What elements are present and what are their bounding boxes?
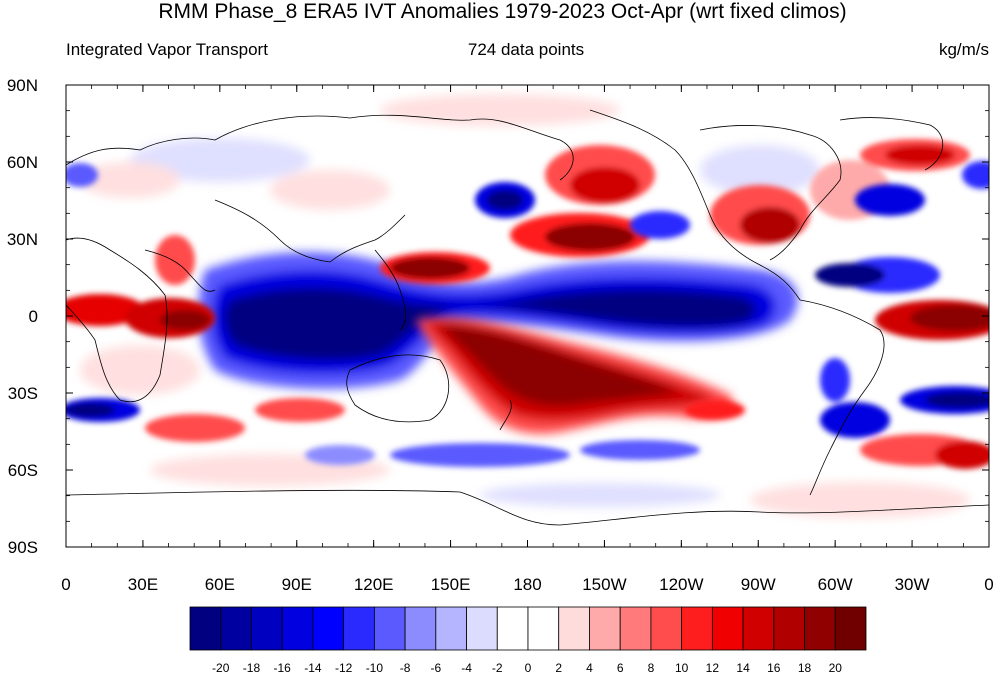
colorbar-swatch [373, 606, 406, 651]
lon-tick-label: 90W [741, 575, 776, 594]
lat-tick-label: 30N [7, 230, 38, 249]
colorbar-label: 12 [706, 661, 720, 675]
colorbar-swatch [711, 606, 744, 651]
colorbar-label: 2 [555, 661, 562, 675]
colorbar-label: -16 [274, 661, 292, 675]
longitude-axis: 0 30E 60E 90E 120E 150E 180 150W 120W 90W 60W 30W 0 [61, 85, 994, 594]
colorbar-swatch [435, 606, 467, 651]
units-label: kg/m/s [938, 40, 989, 59]
colorbar-label: -4 [461, 661, 472, 675]
colorbar-label: 0 [525, 661, 532, 675]
lat-tick-label: 60S [8, 461, 38, 480]
colorbar-swatch [496, 606, 529, 651]
colorbar-swatch [834, 606, 867, 651]
colorbar-swatch [681, 606, 713, 651]
coastlines [66, 109, 989, 526]
colorbar-label: -6 [430, 661, 441, 675]
colorbar-label: 20 [829, 661, 843, 675]
colorbar-label: 18 [798, 661, 812, 675]
colorbar-swatch [189, 606, 222, 651]
colorbar-swatch [558, 606, 590, 651]
colorbar-label: -14 [304, 661, 322, 675]
lat-tick-label: 60N [7, 153, 38, 172]
lon-tick-label: 60E [205, 575, 235, 594]
lat-tick-label: 90S [8, 538, 38, 557]
colorbar-label: -18 [243, 661, 261, 675]
lon-tick-label: 0 [984, 575, 993, 594]
colorbar-label: -12 [335, 661, 353, 675]
lon-tick-label: 30W [895, 575, 930, 594]
colorbar-swatch [804, 606, 836, 651]
colorbar-swatch [312, 606, 345, 651]
colorbar-swatch [220, 606, 252, 651]
colorbar-label: -8 [400, 661, 411, 675]
colorbar-swatch [619, 606, 652, 651]
lon-tick-label: 60W [818, 575, 853, 594]
colorbar-swatch [466, 606, 498, 651]
colorbar-label: 16 [767, 661, 781, 675]
colorbar-swatch [742, 606, 775, 651]
colorbar-swatch [404, 606, 437, 651]
lon-tick-label: 150W [582, 575, 626, 594]
lon-tick-label: 120W [659, 575, 703, 594]
colorbar-swatch [281, 606, 314, 651]
data-count-label: 724 data points [467, 40, 585, 59]
colorbar-label: -10 [366, 661, 384, 675]
colorbar: -20 -18 -16 -14 -12 -10 -8 -6 -4 -2 0 2 4 6 8 10 12 14 16 1… [189, 606, 867, 675]
colorbar-label: -20 [212, 661, 230, 675]
plot-title: RMM Phase_8 ERA5 IVT Anomalies 1979-2023… [158, 0, 847, 23]
colorbar-label: 8 [648, 661, 655, 675]
colorbar-label: -2 [492, 661, 503, 675]
lon-tick-label: 30E [128, 575, 158, 594]
lat-tick-label: 0 [29, 307, 38, 326]
colorbar-swatch [589, 606, 621, 651]
latitude-axis: 90N 60N 30N 0 30S 60S 90S [7, 76, 989, 557]
variable-label: Integrated Vapor Transport [66, 40, 268, 59]
lon-tick-label: 90E [282, 575, 312, 594]
colorbar-swatch [343, 606, 375, 651]
colorbar-swatch [650, 606, 683, 651]
lon-tick-label: 120E [354, 575, 394, 594]
colorbar-label: 14 [736, 661, 750, 675]
lat-tick-label: 90N [7, 76, 38, 95]
lon-tick-label: 150E [431, 575, 471, 594]
lon-tick-label: 0 [61, 575, 70, 594]
colorbar-label: 4 [586, 661, 593, 675]
colorbar-label: 10 [675, 661, 689, 675]
colorbar-swatch [527, 606, 560, 651]
colorbar-label: 6 [617, 661, 624, 675]
lat-tick-label: 30S [8, 384, 38, 403]
colorbar-swatch [773, 606, 805, 651]
colorbar-swatch [251, 606, 283, 651]
lon-tick-label: 180 [513, 575, 541, 594]
